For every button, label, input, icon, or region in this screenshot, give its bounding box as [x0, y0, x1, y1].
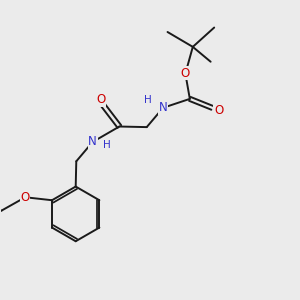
Text: N: N	[88, 136, 97, 148]
Text: O: O	[21, 191, 30, 204]
Text: H: H	[103, 140, 111, 150]
Text: O: O	[214, 104, 223, 117]
Text: O: O	[181, 67, 190, 80]
Text: O: O	[96, 93, 105, 106]
Text: N: N	[159, 101, 167, 114]
Text: H: H	[144, 95, 152, 105]
